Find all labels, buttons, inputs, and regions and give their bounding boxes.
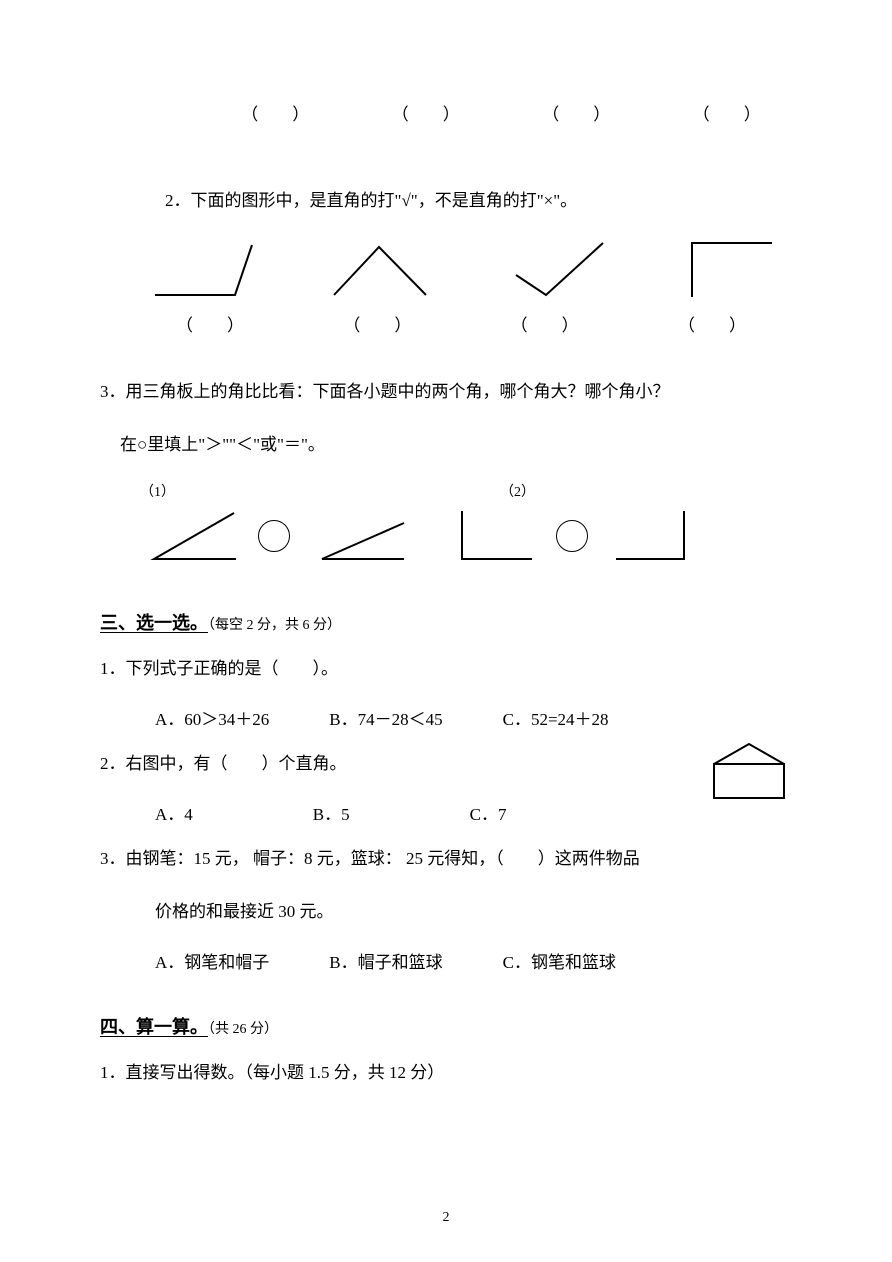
choice-C: C．52=24＋28	[503, 705, 609, 730]
q3-line2: 在○里填上"＞""＜"或"＝"。	[120, 429, 802, 461]
s4q1-text: 1．直接写出得数。（每小题 1.5 分，共 12 分）	[100, 1057, 802, 1089]
q2-text: 2．下面的图形中，是直角的打"√"，不是直角的打"×"。	[165, 185, 802, 217]
choice-A: A．4	[155, 800, 193, 825]
compare-pair-1	[140, 503, 408, 569]
paren: （ ）	[485, 311, 605, 336]
angle-right-up	[448, 503, 538, 569]
angle-shape-4	[662, 237, 792, 305]
compare-pair-2	[448, 503, 696, 569]
q3-compare-row	[100, 503, 802, 569]
choice-C: C．7	[470, 800, 507, 825]
section3-sub: （每空 2 分，共 6 分）	[208, 618, 341, 633]
choice-A: A．钢笔和帽子	[155, 948, 269, 973]
s3q1-choices: A．60＞34＋26 B．74－28＜45 C．52=24＋28	[100, 705, 802, 730]
top-parens-row: （ ） （ ） （ ） （ ）	[100, 100, 802, 125]
house-icon	[706, 740, 792, 804]
angle-large	[140, 503, 240, 569]
paren: （ ）	[652, 311, 772, 336]
paren: （ ）	[392, 100, 460, 125]
s3q2-text: 2．右图中，有（ ）个直角。	[100, 748, 802, 780]
s3q3-line2: 价格的和最接近 30 元。	[155, 896, 802, 928]
q2-paren-row: （ ） （ ） （ ） （ ）	[100, 311, 802, 336]
section3-head: 三、选一选。（每空 2 分，共 6 分）	[100, 609, 802, 635]
s3q1-text: 1．下列式子正确的是（ ）。	[100, 653, 802, 685]
section4-head: 四、算一算。（共 26 分）	[100, 1013, 802, 1039]
paren: （ ）	[150, 311, 270, 336]
angle-shape-2	[314, 237, 444, 305]
s3q3-line1: 3．由钢笔：15 元， 帽子：8 元，篮球： 25 元得知，（ ）这两件物品	[100, 843, 802, 875]
s3q3-choices: A．钢笔和帽子 B．帽子和篮球 C．钢笔和篮球	[100, 948, 802, 973]
q3-label1: （1）	[140, 481, 175, 501]
s3q2-choices: A．4 B．5 C．7	[100, 800, 802, 825]
q2-angle-figures	[100, 237, 802, 305]
choice-C: C．钢笔和篮球	[503, 948, 616, 973]
angle-right-down	[606, 503, 696, 569]
page-number: 2	[443, 1210, 450, 1226]
angle-shape-1	[140, 237, 270, 305]
angle-small	[308, 503, 408, 569]
paren: （ ）	[317, 311, 437, 336]
section4-title: 四、算一算。	[100, 1017, 208, 1037]
section4-sub: （共 26 分）	[208, 1022, 278, 1037]
choice-B: B．74－28＜45	[329, 705, 442, 730]
choice-A: A．60＞34＋26	[155, 705, 269, 730]
blank-circle	[556, 520, 588, 552]
q3-label2: （2）	[500, 481, 535, 501]
paren: （ ）	[693, 100, 761, 125]
blank-circle	[258, 520, 290, 552]
q3-line1: 3．用三角板上的角比比看：下面各小题中的两个角，哪个角大？哪个角小？	[100, 376, 802, 408]
paren: （ ）	[542, 100, 610, 125]
choice-B: B．帽子和篮球	[329, 948, 442, 973]
section3-title: 三、选一选。	[100, 613, 208, 633]
choice-B: B．5	[313, 800, 350, 825]
paren: （ ）	[241, 100, 309, 125]
s3q2-wrap: 2．右图中，有（ ）个直角。 A．4 B．5 C．7	[100, 748, 802, 825]
angle-shape-3	[488, 237, 618, 305]
